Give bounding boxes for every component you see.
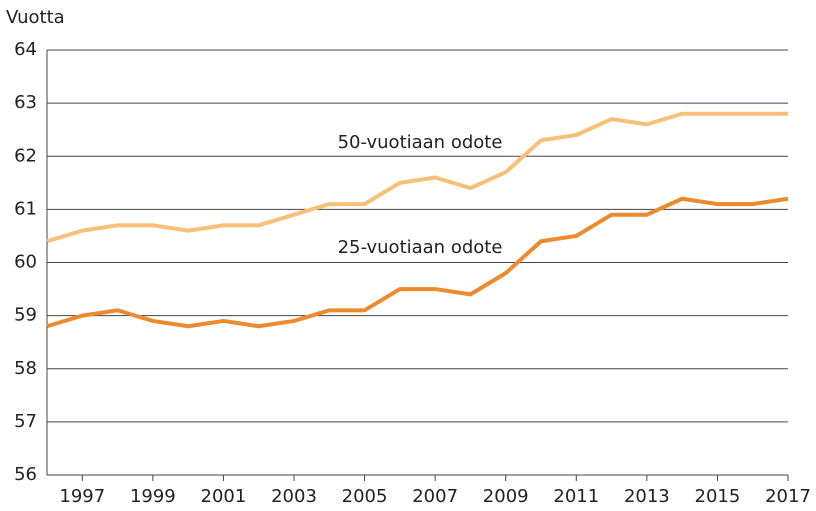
y-tick-label: 57 xyxy=(14,411,37,432)
y-tick-label: 58 xyxy=(14,358,37,379)
y-tick-label: 64 xyxy=(14,39,37,60)
y-tick-label: 61 xyxy=(14,198,37,219)
series-line xyxy=(46,111,788,244)
x-tick-label: 2013 xyxy=(624,486,670,507)
y-tick-label: 59 xyxy=(14,305,37,326)
x-tick-label: 1999 xyxy=(130,486,176,507)
x-tick-label: 1997 xyxy=(59,486,105,507)
x-tick-label: 2005 xyxy=(342,486,388,507)
x-tick-label: 2009 xyxy=(483,486,529,507)
y-tick-label: 60 xyxy=(14,252,37,273)
y-tick-label: 63 xyxy=(14,92,37,113)
x-tick-label: 2003 xyxy=(271,486,317,507)
x-tick-label: 2007 xyxy=(412,486,458,507)
y-tick-label: 56 xyxy=(14,464,37,485)
x-tick-label: 2001 xyxy=(201,486,247,507)
x-tick-label: 2011 xyxy=(553,486,599,507)
x-tick-label: 2017 xyxy=(765,486,811,507)
series-label: 50-vuotiaan odote xyxy=(338,132,503,153)
x-tick-label: 2015 xyxy=(695,486,741,507)
y-tick-label: 62 xyxy=(14,145,37,166)
series-line xyxy=(46,196,789,329)
series-label: 25-vuotiaan odote xyxy=(338,237,503,258)
y-axis-label: Vuotta xyxy=(6,7,65,28)
